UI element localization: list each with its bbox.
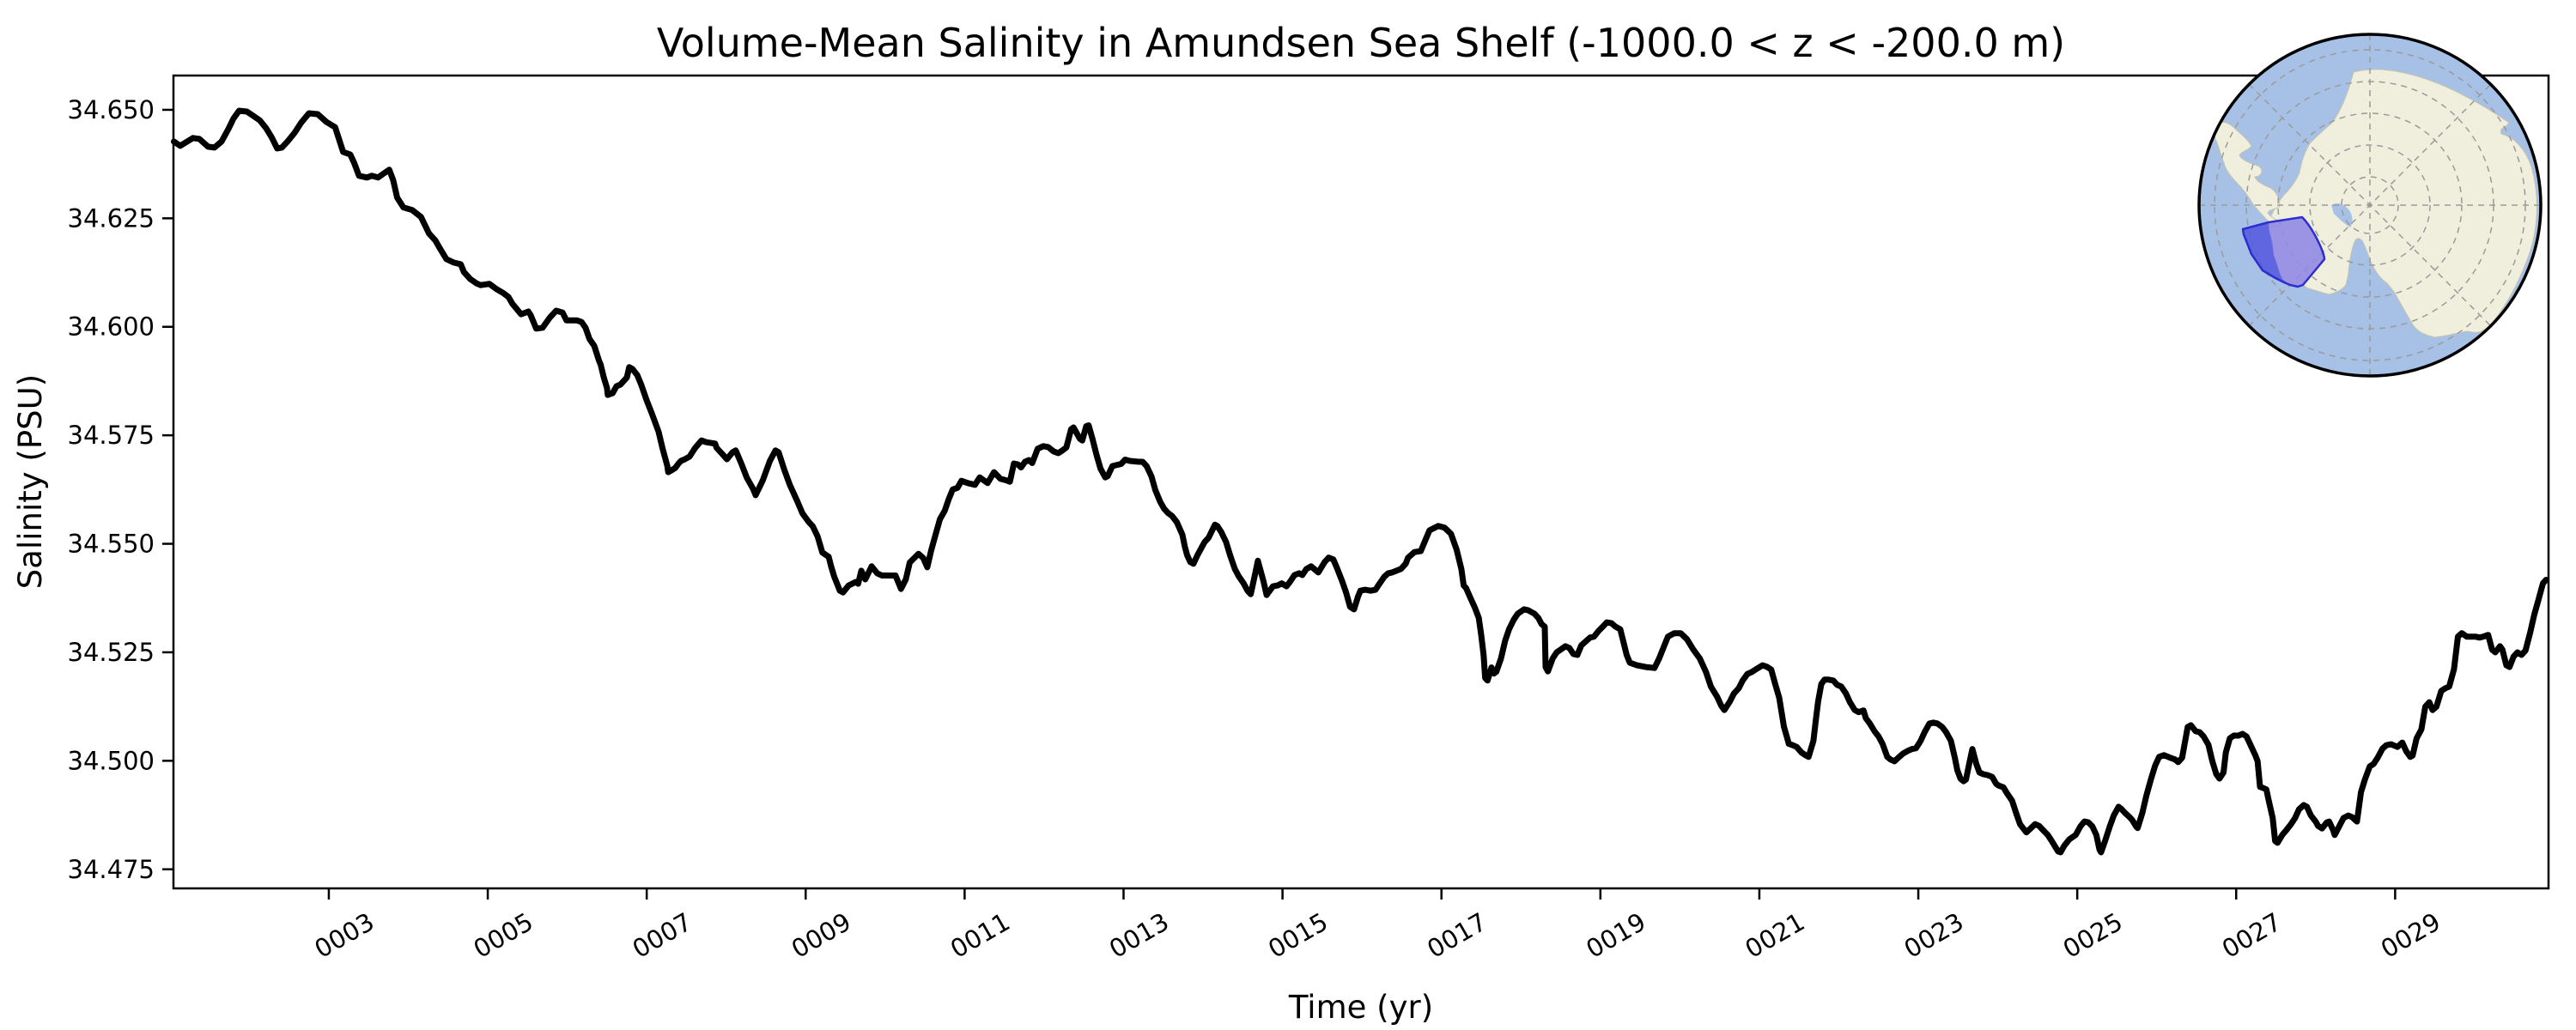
x-tick-label: 0009 [787,907,856,964]
antarctica-inset-map [2197,33,2543,378]
plot-area [172,74,2550,890]
x-tick-label: 0005 [469,907,538,964]
y-tick-label: 34.550 [68,530,155,559]
x-axis-ticks: 0003 0005 0007 0009 0011 0013 0015 0017 0019 0021… [310,888,2445,964]
x-tick-label: 0007 [628,907,697,964]
y-tick-label: 34.525 [68,638,155,667]
y-axis-title: Salinity (PSU) [12,374,49,589]
x-tick-label: 0023 [1899,907,1969,964]
antarctic-peninsula [2214,121,2283,227]
x-tick-label: 0027 [2217,907,2287,964]
inset-border-circle [2197,33,2543,378]
salinity-line [171,107,2549,856]
y-tick-label: 34.625 [68,203,155,233]
island [2308,150,2320,167]
x-tick-label: 0021 [1741,907,1810,964]
x-tick-label: 0015 [1263,907,1333,964]
amundsen-region-shelf-part [2269,217,2324,287]
y-tick-label: 34.500 [68,746,155,775]
amundsen-region-ocean-part [2243,222,2290,285]
amundsen-region-outline [2241,215,2326,288]
x-tick-label: 0011 [945,907,1015,964]
x-axis-title: Time (yr) [1288,989,1433,1026]
y-tick-label: 34.575 [68,421,155,450]
y-tick-label: 34.600 [68,312,155,342]
x-tick-label: 0003 [310,907,380,964]
x-tick-label: 0019 [1581,907,1650,964]
x-tick-label: 0025 [2058,907,2128,964]
x-tick-label: 0029 [2376,907,2445,964]
x-tick-label: 0013 [1104,907,1174,964]
island [2340,159,2347,164]
island [2313,165,2322,177]
x-tick-label: 0017 [1422,907,1492,964]
y-tick-label: 34.650 [68,95,155,124]
island [2333,148,2343,157]
y-tick-label: 34.475 [68,855,155,884]
graticule [2199,34,2541,376]
chart-title: Volume-Mean Salinity in Amundsen Sea She… [657,20,2065,66]
y-axis-ticks: 34.475 34.500 34.525 34.550 34.575 34.600 34.6… [68,95,173,884]
